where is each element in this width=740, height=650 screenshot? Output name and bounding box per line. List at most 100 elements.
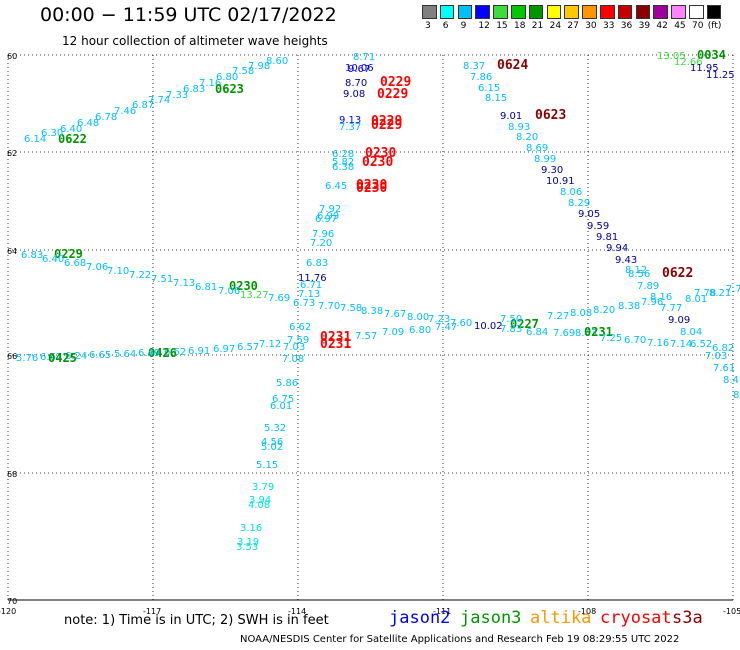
latitude-label: 70 — [7, 597, 17, 606]
wave-height-value: 6.80 — [409, 325, 431, 336]
wave-height-value: 5.76 — [16, 353, 38, 364]
wave-height-value: 6.84 — [526, 327, 548, 338]
color-scale-label: 12 — [478, 21, 490, 31]
wave-height-value: 7.89 — [637, 281, 659, 292]
wave-height-value: 3.53 — [236, 542, 258, 553]
wave-height-value: 7.51 — [151, 274, 173, 285]
wave-height-value: 7.96 — [641, 297, 663, 308]
color-scale-label: 24 — [549, 21, 562, 31]
wave-height-value: 4.56 — [261, 437, 283, 448]
wave-height-value: 6.91 — [188, 346, 210, 357]
legend-s3a: s3a — [672, 608, 703, 628]
color-scale-label: 27 — [567, 21, 579, 31]
legend-altika: altika — [530, 608, 592, 628]
wave-height-value: 5.15 — [256, 460, 278, 471]
wave-height-value: 7.83 — [500, 324, 522, 335]
wave-height-value: 6.52 — [690, 339, 712, 350]
pass-time-label: 0034 — [697, 48, 726, 62]
wave-height-value: 6.68 — [64, 258, 86, 269]
wave-height-value: 6.48 — [77, 118, 99, 129]
color-swatch — [582, 5, 597, 19]
pass-time-label: 0624 — [497, 58, 528, 73]
wave-height-value: 7.13 — [173, 278, 195, 289]
wave-height-value: 6.45 — [325, 181, 347, 192]
color-swatch — [600, 5, 615, 19]
wave-height-value: 3.16 — [240, 523, 262, 534]
wave-height-value: 8.08 — [570, 308, 592, 319]
wave-height-value: 11.25 — [706, 70, 735, 81]
wave-height-value: 9.05 — [578, 209, 600, 220]
color-scale-label: (ft) — [707, 21, 722, 31]
pass-time-label: 0622 — [58, 132, 87, 146]
wave-height-value: 9.01 — [500, 111, 522, 122]
color-scale-label: 39 — [638, 21, 651, 31]
wave-height-value: 7.96 — [312, 229, 334, 240]
pass-time-label: 0229 — [371, 114, 402, 129]
color-scale-label: 33 — [603, 21, 615, 31]
wave-height-value: 8.60 — [266, 56, 288, 67]
longitude-label: -108 — [578, 607, 596, 616]
wave-height-value: 5.32 — [264, 423, 286, 434]
wave-height-value: 7.61 — [713, 363, 735, 374]
pass-time-label: 0230 — [356, 181, 387, 196]
wave-height-value: 6.57 — [237, 342, 259, 353]
longitude-label: -114 — [288, 607, 306, 616]
wave-height-value: 6.01 — [270, 401, 292, 412]
wave-height-value: 10.02 — [474, 321, 503, 332]
pass-time-label: 0425 — [48, 351, 77, 365]
wave-height-value: 6.83 — [306, 258, 328, 269]
wave-height-value: 6.80 — [216, 72, 238, 83]
page-subtitle: 12 hour collection of altimeter wave hei… — [62, 34, 328, 48]
wave-height-value: 7.58 — [340, 303, 362, 314]
pass-time-label: 0229 — [380, 75, 411, 90]
wave-height-value: 8.00 — [407, 312, 429, 323]
wave-height-value: 11.95 — [690, 63, 719, 74]
wave-height-value: 6.15 — [478, 83, 500, 94]
color-swatch — [635, 5, 651, 19]
wave-height-value: 6.62 — [164, 347, 186, 358]
color-swatch — [653, 5, 668, 19]
wave-height-value: 8.20 — [516, 132, 538, 143]
latitude-label: 68 — [7, 470, 17, 479]
wave-height-value: 8.56 — [628, 269, 650, 280]
wave-height-value: 8.4 — [723, 375, 739, 386]
wave-height-value: 7.09 — [382, 327, 404, 338]
wave-height-value: 6.78 — [95, 112, 117, 123]
latitude-label: 60 — [7, 52, 17, 61]
page-title: 00:00 − 11:59 UTC 02/17/2022 — [40, 4, 337, 26]
wave-height-value: 6.83 — [183, 84, 205, 95]
wave-height-value: 11.76 — [298, 273, 327, 284]
wave-height-value: 7.33 — [166, 90, 188, 101]
pass-time-label: 0231 — [320, 337, 351, 352]
color-scale-label: 70 — [692, 21, 704, 31]
wave-height-value: 9.09 — [668, 315, 690, 326]
wave-height-value: 8.37 — [463, 61, 485, 72]
color-swatch — [706, 5, 722, 19]
wave-height-value: 8.70 — [345, 78, 367, 89]
color-swatch — [564, 5, 579, 19]
wave-height-value: 7.03 — [705, 351, 727, 362]
wave-height-value: 7.74 — [148, 95, 170, 106]
wave-height-value: 6.87 — [132, 100, 154, 111]
color-swatch — [617, 5, 633, 19]
wave-height-value: 7.16 — [199, 78, 221, 89]
legend-cryosat: cryosat — [600, 608, 672, 628]
wave-height-value: 8.01 — [685, 294, 707, 305]
wave-height-value: 3.79 — [252, 482, 274, 493]
wave-height-value: 6.75 — [272, 394, 294, 405]
wave-height-value: 8.38 — [618, 301, 640, 312]
pass-time-label: 0229 — [377, 87, 408, 102]
longitude-label: -105 — [723, 607, 740, 616]
color-swatch — [528, 5, 544, 19]
color-swatch — [457, 5, 473, 19]
pass-time-label: 0230 — [365, 146, 396, 161]
latitude-label: 64 — [7, 247, 17, 256]
color-swatch — [439, 5, 455, 19]
wave-height-value: 7.22 — [129, 270, 151, 281]
wave-height-value: 7.67 — [384, 309, 406, 320]
wave-height-value: 12.66 — [674, 57, 703, 68]
longitude-label: -117 — [143, 607, 161, 616]
pass-time-label: 0623 — [215, 82, 244, 96]
wave-height-value: 9.81 — [596, 232, 618, 243]
